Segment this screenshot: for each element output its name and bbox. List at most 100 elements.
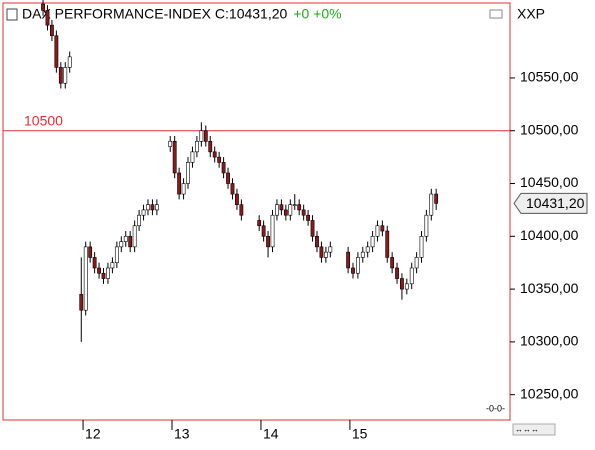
y-tick-label: 10450,00 (520, 174, 579, 190)
candle-body (239, 204, 244, 216)
x-tick-label: 15 (352, 426, 368, 442)
chart-title: DAX PERFORMANCE-INDEX C:10431,20 (22, 6, 288, 22)
candle-body (141, 209, 146, 216)
window-icon[interactable] (489, 9, 503, 19)
candle-body (355, 257, 360, 274)
candle-body (203, 130, 208, 142)
candle-body (83, 246, 88, 311)
y-tick-label: 10250,00 (520, 385, 579, 401)
candle-body (279, 204, 284, 211)
candle-body (195, 140, 199, 153)
candle-body (217, 156, 222, 163)
candle-body (88, 246, 93, 258)
candle-body (177, 172, 182, 195)
candle-body (54, 35, 59, 68)
candle-body (390, 257, 395, 269)
candle-body (221, 162, 226, 174)
candle-body (190, 151, 195, 163)
candle-body (261, 225, 266, 237)
candle-body (212, 151, 217, 158)
candle-body (119, 241, 124, 248)
level-label: 10500 (24, 112, 63, 128)
candle-body (301, 209, 306, 216)
candle-body (270, 214, 275, 248)
candle-body (266, 236, 270, 248)
candle-body (409, 267, 414, 285)
candle-body (186, 162, 190, 184)
candle-body (351, 267, 355, 274)
candle-body (257, 220, 262, 227)
candle-body (323, 251, 328, 258)
candle-body (181, 183, 186, 195)
x-tick-label: 12 (85, 426, 101, 442)
y-tick-label: 10300,00 (520, 333, 579, 349)
price-tag (513, 192, 588, 214)
candle-body (110, 262, 115, 269)
candle-body (306, 214, 310, 221)
candle-body (315, 236, 319, 248)
candle-body (128, 236, 133, 248)
zoom-icon[interactable]: -0-0- (486, 403, 505, 413)
candle-body (41, 3, 45, 11)
y-tick-label: 10400,00 (520, 227, 579, 243)
x-tick-label: 14 (263, 426, 279, 442)
y-tick-label: 10550,00 (520, 69, 579, 85)
candle-body (385, 230, 390, 258)
candle-body (365, 246, 370, 253)
candle-body (310, 220, 315, 237)
candle-body (67, 56, 72, 68)
candle-body (400, 278, 404, 290)
y-tick-label: 10350,00 (520, 280, 579, 296)
scroll-control[interactable] (512, 423, 556, 436)
candle-body (346, 251, 351, 269)
candle-body (146, 204, 150, 211)
candle-body (63, 67, 68, 84)
candle-body (137, 214, 141, 227)
candle-body (380, 225, 385, 232)
candle-body (297, 204, 302, 211)
candle-body (123, 236, 128, 242)
change-label: +0 +0% (293, 6, 341, 22)
candle-body (360, 251, 365, 258)
candle-body (319, 246, 324, 258)
candle-body (419, 236, 424, 258)
candle-body (328, 246, 333, 253)
candle-body (429, 193, 434, 216)
candle-body (199, 130, 204, 142)
candle-body (370, 236, 375, 248)
candle-body (292, 204, 297, 206)
candle-body (172, 140, 177, 174)
plot-frame (2, 2, 511, 421)
candle-body (45, 10, 50, 26)
candle-body (275, 204, 279, 216)
candle-body (101, 272, 106, 279)
candle-body (92, 257, 97, 269)
candle-body (58, 67, 63, 84)
candle-body (434, 193, 439, 204)
candle-body (424, 214, 429, 237)
candle-body (132, 225, 137, 248)
candle-body (79, 294, 84, 311)
candle-body (375, 225, 380, 237)
scroll-arrows[interactable]: ↔↔↔ (515, 425, 539, 434)
x-tick-label: 13 (174, 426, 190, 442)
candle-body (288, 204, 293, 216)
y-tick-label: 10500,00 (520, 121, 579, 137)
candle-body (414, 257, 419, 269)
candle-body (235, 193, 239, 205)
candle-body (168, 140, 173, 147)
checkbox-icon[interactable] (6, 8, 18, 21)
candle-body (50, 24, 54, 37)
price-tag-label: 10431,20 (526, 195, 585, 211)
candle-body (404, 283, 409, 290)
candle-body (395, 267, 399, 279)
candle-body (226, 172, 230, 184)
candle-body (283, 209, 288, 216)
candle-body (150, 204, 155, 211)
candle-body (114, 246, 119, 264)
candle-body (106, 267, 110, 279)
candle-body (230, 183, 235, 195)
